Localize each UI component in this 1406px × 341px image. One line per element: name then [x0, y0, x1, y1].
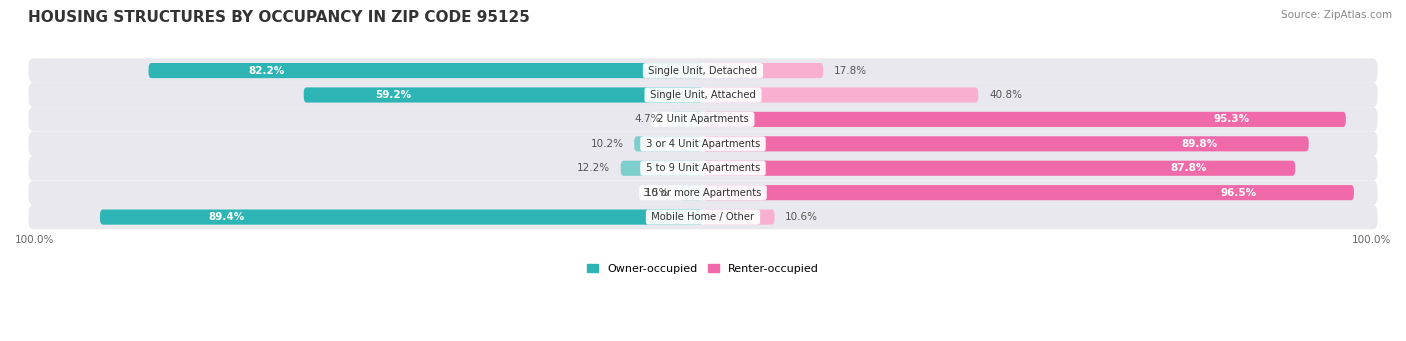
- Text: HOUSING STRUCTURES BY OCCUPANCY IN ZIP CODE 95125: HOUSING STRUCTURES BY OCCUPANCY IN ZIP C…: [28, 10, 530, 25]
- FancyBboxPatch shape: [703, 209, 775, 225]
- Text: 17.8%: 17.8%: [834, 65, 868, 76]
- Text: 82.2%: 82.2%: [249, 65, 284, 76]
- FancyBboxPatch shape: [28, 132, 1378, 156]
- FancyBboxPatch shape: [703, 185, 1354, 200]
- Text: 100.0%: 100.0%: [1351, 235, 1391, 244]
- Text: Single Unit, Detached: Single Unit, Detached: [645, 65, 761, 76]
- Text: 40.8%: 40.8%: [988, 90, 1022, 100]
- Text: 100.0%: 100.0%: [15, 235, 55, 244]
- FancyBboxPatch shape: [28, 180, 1378, 205]
- FancyBboxPatch shape: [703, 87, 979, 103]
- FancyBboxPatch shape: [149, 63, 703, 78]
- FancyBboxPatch shape: [28, 205, 1378, 229]
- Text: 59.2%: 59.2%: [375, 90, 412, 100]
- Text: 87.8%: 87.8%: [1170, 163, 1206, 173]
- Text: Mobile Home / Other: Mobile Home / Other: [648, 212, 758, 222]
- FancyBboxPatch shape: [304, 87, 703, 103]
- Text: Source: ZipAtlas.com: Source: ZipAtlas.com: [1281, 10, 1392, 20]
- Text: 10.6%: 10.6%: [786, 212, 818, 222]
- Text: 10.2%: 10.2%: [591, 139, 623, 149]
- FancyBboxPatch shape: [28, 83, 1378, 107]
- Text: 89.8%: 89.8%: [1181, 139, 1218, 149]
- Text: 96.5%: 96.5%: [1220, 188, 1257, 198]
- Text: 3 or 4 Unit Apartments: 3 or 4 Unit Apartments: [643, 139, 763, 149]
- FancyBboxPatch shape: [28, 58, 1378, 83]
- Legend: Owner-occupied, Renter-occupied: Owner-occupied, Renter-occupied: [582, 260, 824, 279]
- FancyBboxPatch shape: [703, 136, 1309, 151]
- FancyBboxPatch shape: [703, 161, 1295, 176]
- Text: 89.4%: 89.4%: [208, 212, 245, 222]
- FancyBboxPatch shape: [634, 136, 703, 151]
- Text: Single Unit, Attached: Single Unit, Attached: [647, 90, 759, 100]
- FancyBboxPatch shape: [671, 112, 703, 127]
- FancyBboxPatch shape: [703, 63, 823, 78]
- FancyBboxPatch shape: [703, 112, 1346, 127]
- Text: 5 to 9 Unit Apartments: 5 to 9 Unit Apartments: [643, 163, 763, 173]
- Text: 3.5%: 3.5%: [643, 188, 669, 198]
- FancyBboxPatch shape: [620, 161, 703, 176]
- FancyBboxPatch shape: [28, 156, 1378, 180]
- FancyBboxPatch shape: [100, 209, 703, 225]
- FancyBboxPatch shape: [679, 185, 703, 200]
- Text: 2 Unit Apartments: 2 Unit Apartments: [654, 114, 752, 124]
- Text: 4.7%: 4.7%: [634, 114, 661, 124]
- Text: 95.3%: 95.3%: [1213, 114, 1250, 124]
- Text: 10 or more Apartments: 10 or more Apartments: [641, 188, 765, 198]
- Text: 12.2%: 12.2%: [576, 163, 610, 173]
- FancyBboxPatch shape: [28, 107, 1378, 132]
